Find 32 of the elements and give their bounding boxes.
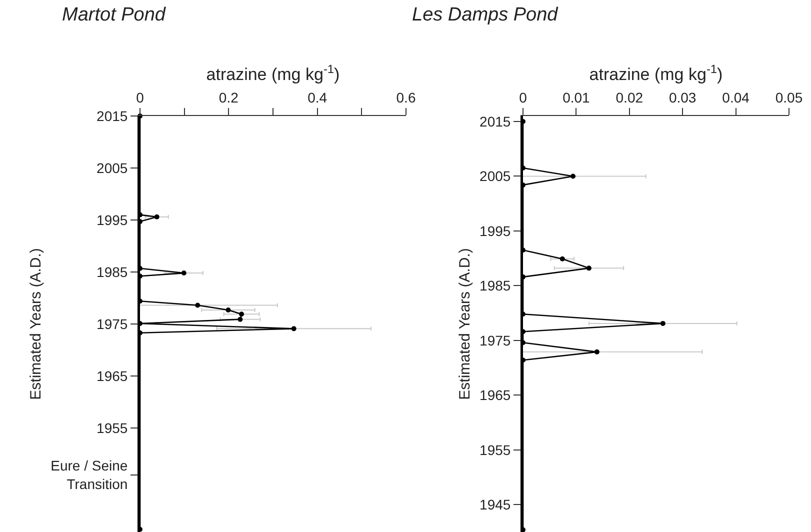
- chart-title: Les Damps Pond: [412, 4, 560, 26]
- x-tick-label: 0: [136, 89, 144, 106]
- y-tick-label: 1995: [480, 222, 511, 239]
- y-axis-title: Estimated Years (A.D.): [28, 248, 45, 400]
- y-tick-label: 1975: [480, 332, 511, 348]
- y-tick-label: 1995: [96, 212, 128, 228]
- y-tick-label: 2015: [96, 108, 128, 124]
- y-tick-label: 1955: [480, 442, 511, 458]
- x-tick-label: 0.2: [218, 89, 239, 106]
- y-tick-label: 1985: [480, 278, 511, 294]
- y-tick-label: 2015: [480, 113, 511, 130]
- y-tick-label: 1975: [96, 316, 128, 332]
- x-tick-label: 0.02: [616, 89, 644, 106]
- x-tick-label: 0.01: [562, 89, 590, 106]
- y-tick-label: 1945: [480, 496, 511, 513]
- y-tick-label: 1965: [480, 387, 511, 404]
- x-tick-label: 0.03: [668, 89, 696, 106]
- y-tick-label: 2005: [96, 160, 128, 176]
- y-axis-title: Estimated Years (A.D.): [456, 248, 474, 400]
- x-tick-label: 0.4: [308, 89, 328, 106]
- x-axis-title: atrazine (mg kg$^{-1}$): [206, 62, 340, 84]
- x-tick-label: 0: [519, 89, 528, 106]
- x-tick-label: 0.05: [775, 89, 803, 106]
- chart-title: Martot Pond: [62, 4, 167, 26]
- y-tick-label: Eure / Seine Transition: [50, 458, 128, 492]
- y-tick-label: 2005: [480, 168, 511, 184]
- x-tick-label: 0.04: [722, 89, 750, 106]
- y-tick-label: 1965: [96, 368, 128, 384]
- x-axis-title: atrazine (mg kg$^{-1}$): [589, 62, 723, 84]
- x-tick-label: 0.6: [396, 89, 416, 106]
- y-tick-label: 1985: [96, 264, 128, 280]
- y-tick-label: 1955: [96, 420, 128, 436]
